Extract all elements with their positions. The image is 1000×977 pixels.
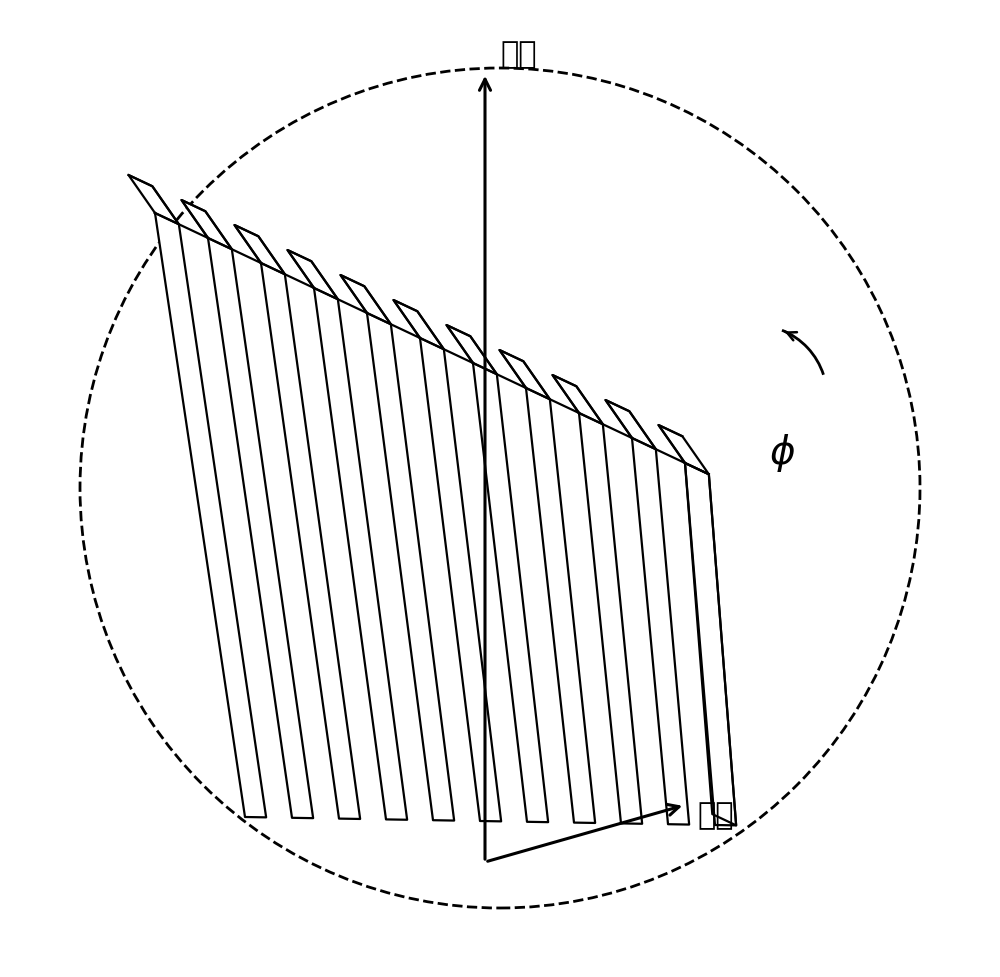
Polygon shape — [341, 276, 391, 325]
Polygon shape — [500, 351, 550, 400]
Polygon shape — [579, 413, 642, 824]
Polygon shape — [261, 264, 360, 819]
Text: 快轴: 快轴 — [500, 40, 536, 69]
Polygon shape — [288, 251, 338, 300]
Polygon shape — [182, 201, 232, 250]
Polygon shape — [606, 401, 656, 449]
Polygon shape — [208, 238, 313, 819]
Polygon shape — [155, 214, 266, 818]
Polygon shape — [235, 226, 285, 275]
Text: 慢轴: 慢轴 — [697, 801, 734, 829]
Text: ϕ: ϕ — [770, 434, 796, 472]
Polygon shape — [129, 176, 179, 225]
Polygon shape — [420, 339, 501, 822]
Polygon shape — [394, 301, 444, 350]
Polygon shape — [473, 363, 548, 823]
Polygon shape — [367, 314, 454, 821]
Polygon shape — [447, 325, 497, 375]
Polygon shape — [659, 426, 709, 475]
Polygon shape — [314, 289, 407, 820]
Polygon shape — [526, 389, 595, 823]
Polygon shape — [685, 463, 736, 826]
Polygon shape — [632, 439, 689, 825]
Polygon shape — [685, 463, 736, 826]
Polygon shape — [552, 375, 603, 425]
